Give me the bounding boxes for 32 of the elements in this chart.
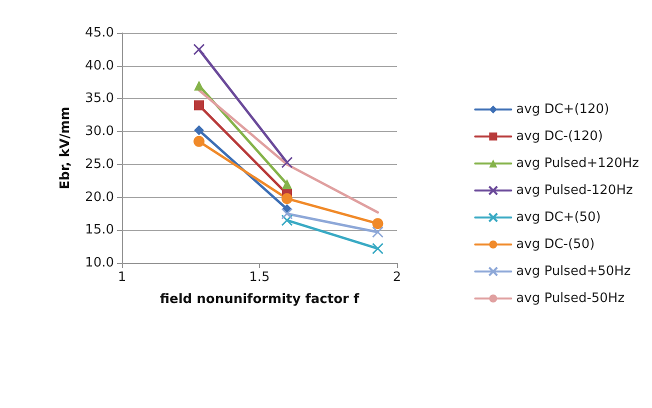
legend-label: avg DC-(50) <box>516 237 595 252</box>
y-tick-label: 35.0 <box>85 91 114 106</box>
y-tick-label: 10.0 <box>85 256 114 270</box>
point <box>281 214 293 226</box>
point <box>194 136 204 147</box>
point <box>193 44 205 56</box>
point <box>282 193 292 204</box>
x-tick-label: 2 <box>392 270 402 285</box>
y-tick-label: 30.0 <box>85 124 114 140</box>
legend-label: avg Pulsed+50Hz <box>516 264 631 279</box>
point <box>372 242 384 254</box>
y-tick-label: 40.0 <box>85 58 114 74</box>
point <box>372 226 384 238</box>
legend-label: avg Pulsed-50Hz <box>516 291 625 306</box>
legend-label: avg DC+(120) <box>516 102 610 117</box>
legend-label: avg DC+(50) <box>516 210 601 225</box>
legend-label: avg Pulsed-120Hz <box>516 183 633 198</box>
point <box>194 100 204 110</box>
legend-label: avg Pulsed+120Hz <box>516 156 640 171</box>
point <box>281 208 293 220</box>
x-tick-label: 1 <box>118 270 126 285</box>
x-tick-label: 1.5 <box>249 270 270 285</box>
point <box>281 156 293 168</box>
y-axis-title: Ebr, kV/mm <box>58 106 73 190</box>
legend-label: avg DC-(120) <box>516 129 603 144</box>
x-axis-title: field nonuniformity factor f <box>160 292 360 307</box>
point <box>194 125 204 136</box>
point <box>372 218 384 230</box>
y-tick-label: 20.0 <box>85 190 114 205</box>
y-tick-label: 25.0 <box>85 156 114 172</box>
y-tick-label: 15.0 <box>85 222 114 238</box>
y-tick-label: 45.0 <box>85 26 114 40</box>
